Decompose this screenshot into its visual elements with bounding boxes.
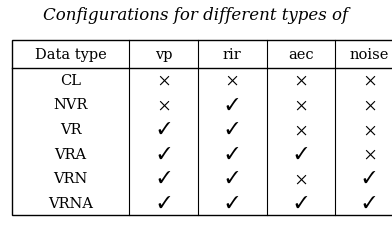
Text: Data type: Data type [34, 48, 107, 62]
Text: ×: × [295, 73, 307, 88]
Text: ×: × [295, 97, 307, 113]
Text: vp: vp [155, 48, 172, 62]
Text: ×: × [295, 171, 307, 186]
Text: ✓: ✓ [226, 171, 239, 186]
Text: rir: rir [223, 48, 241, 62]
Text: ✓: ✓ [226, 122, 239, 137]
Text: aec: aec [288, 48, 314, 62]
Text: ✓: ✓ [157, 195, 170, 211]
Text: ✓: ✓ [363, 171, 376, 186]
Text: VRA: VRA [54, 147, 87, 161]
Text: ✓: ✓ [157, 171, 170, 186]
Text: VRN: VRN [53, 172, 88, 185]
Text: ×: × [295, 122, 307, 137]
Text: ✓: ✓ [294, 146, 307, 162]
Text: ✓: ✓ [157, 122, 170, 137]
Text: ✓: ✓ [226, 146, 239, 162]
Text: ✓: ✓ [157, 146, 170, 162]
Text: ×: × [227, 73, 238, 88]
Text: ✓: ✓ [226, 97, 239, 113]
Text: Configurations for different types of: Configurations for different types of [44, 7, 348, 24]
Text: ×: × [364, 122, 375, 137]
Text: ✓: ✓ [363, 195, 376, 211]
Text: ×: × [364, 97, 375, 113]
Text: noise: noise [350, 48, 389, 62]
Bar [12, 41, 392, 215]
Text: ✓: ✓ [294, 195, 307, 211]
Text: VRNA: VRNA [48, 196, 93, 210]
Text: ×: × [158, 97, 169, 113]
Text: ×: × [364, 146, 375, 162]
Text: ✓: ✓ [226, 195, 239, 211]
Text: VR: VR [60, 123, 81, 136]
Text: ×: × [364, 73, 375, 88]
Text: NVR: NVR [53, 98, 88, 112]
Text: CL: CL [60, 74, 81, 87]
Text: ×: × [158, 73, 169, 88]
